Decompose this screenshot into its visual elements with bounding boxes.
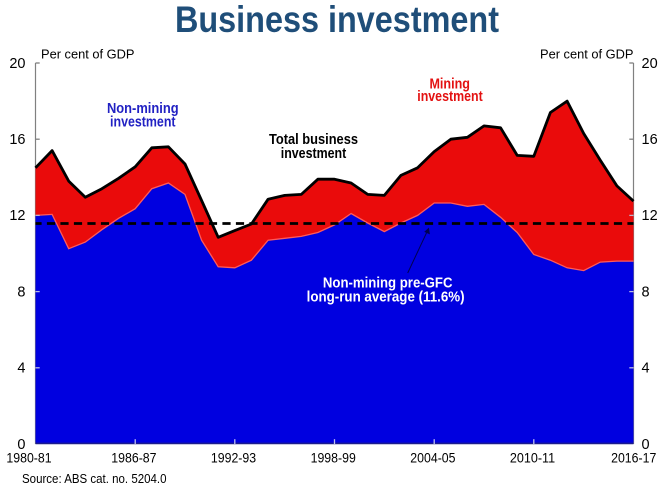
svg-text:12: 12 [9,208,25,224]
svg-text:4: 4 [17,361,25,377]
svg-text:8: 8 [642,284,650,300]
svg-text:Per cent of GDP: Per cent of GDP [540,48,634,62]
svg-text:long-run average (11.6%): long-run average (11.6%) [307,290,465,306]
svg-text:investment: investment [281,146,347,162]
svg-text:0: 0 [17,437,25,453]
svg-text:1986-87: 1986-87 [111,451,156,466]
svg-text:0: 0 [642,437,650,453]
svg-text:2016-17: 2016-17 [611,451,656,466]
svg-text:16: 16 [9,132,25,148]
svg-text:1980-81: 1980-81 [6,451,51,466]
svg-text:4: 4 [642,361,650,377]
svg-text:16: 16 [642,132,658,148]
svg-text:Non-mining: Non-mining [107,101,179,117]
svg-text:1998-99: 1998-99 [311,451,356,466]
svg-text:2004-05: 2004-05 [410,451,455,466]
svg-text:investment: investment [110,115,176,131]
svg-text:Per cent of GDP: Per cent of GDP [41,48,135,62]
svg-text:20: 20 [9,56,25,72]
svg-text:12: 12 [642,208,658,224]
svg-text:Source: ABS cat. no. 5204.0: Source: ABS cat. no. 5204.0 [22,471,167,486]
svg-text:Total business: Total business [269,132,358,148]
svg-text:1992-93: 1992-93 [211,451,256,466]
svg-text:Mining: Mining [429,76,470,92]
svg-text:2010-11: 2010-11 [510,451,555,466]
svg-text:investment: investment [417,89,483,105]
svg-text:Non-mining pre-GFC: Non-mining pre-GFC [323,276,453,292]
svg-text:8: 8 [17,284,25,300]
svg-text:Business investment: Business investment [175,0,499,40]
svg-text:20: 20 [642,56,658,72]
